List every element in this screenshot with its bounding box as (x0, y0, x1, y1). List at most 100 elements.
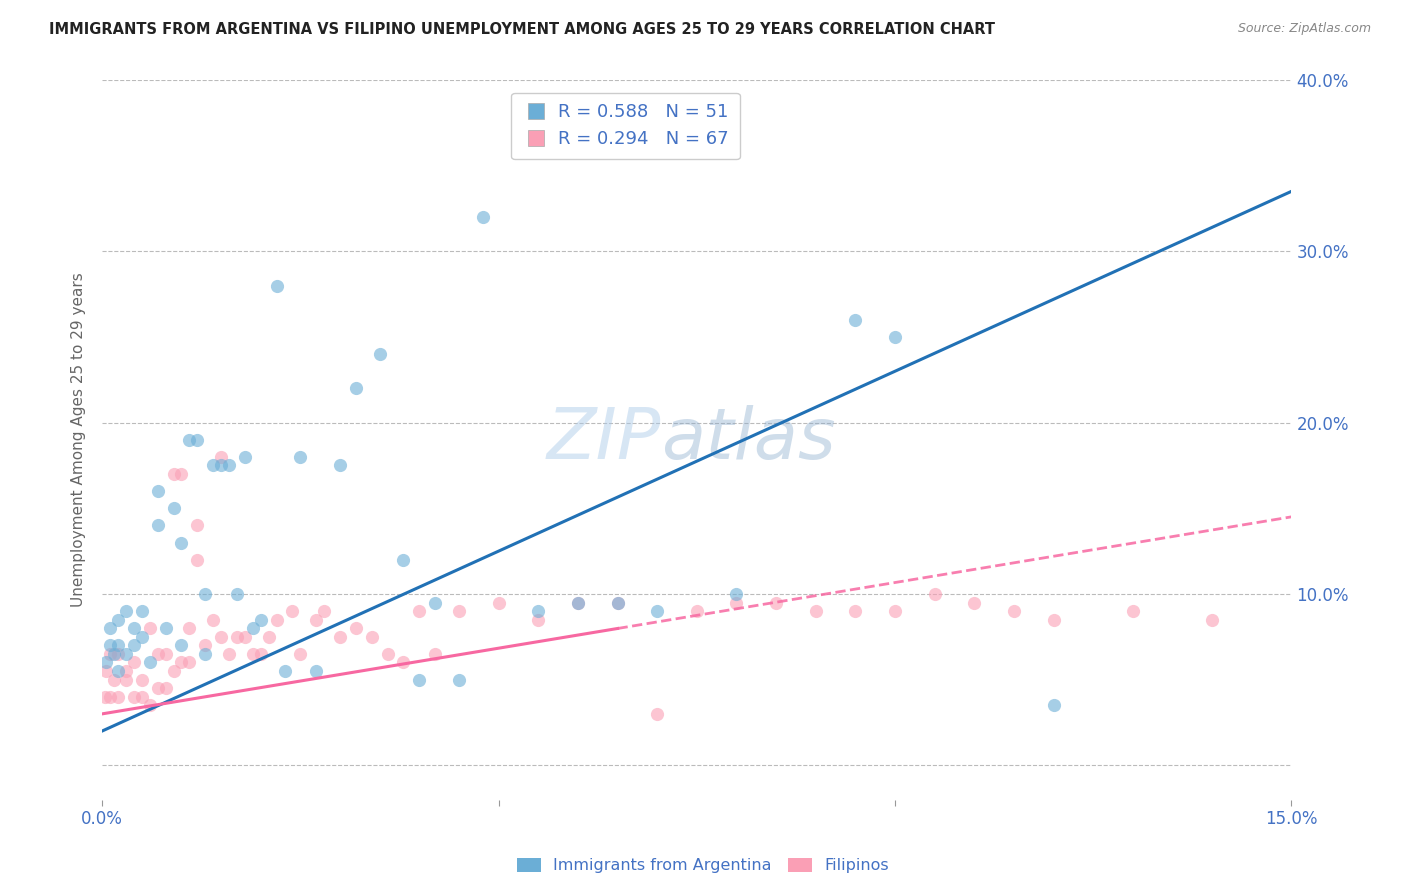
Point (290, 450, 312, 464)
Point (98, 690, 121, 704)
Point (202, 613, 225, 627)
Point (186, 433, 208, 447)
Point (281, 604, 304, 618)
Point (765, 595, 787, 609)
Point (146, 484, 169, 499)
Point (645, 604, 668, 618)
Point (392, 656, 415, 670)
Point (305, 613, 328, 627)
Text: IMMIGRANTS FROM ARGENTINA VS FILIPINO UNEMPLOYMENT AMONG AGES 25 TO 29 YEARS COR: IMMIGRANTS FROM ARGENTINA VS FILIPINO UN… (49, 22, 995, 37)
Point (131, 690, 153, 704)
Point (93, 690, 115, 704)
Point (1042, 613, 1064, 627)
Point (186, 518, 208, 533)
Legend: Immigrants from Argentina, Filipinos: Immigrants from Argentina, Filipinos (510, 851, 896, 880)
Point (527, 613, 550, 627)
Point (1201, 613, 1223, 627)
Point (115, 604, 138, 618)
Point (233, 630, 256, 644)
Point (139, 621, 162, 635)
Point (804, 604, 827, 618)
Text: ZIP: ZIP (547, 405, 661, 475)
Point (131, 673, 153, 687)
Point (567, 595, 589, 609)
Point (194, 587, 217, 601)
Point (96, 664, 118, 678)
Point (131, 604, 153, 618)
Point (344, 621, 367, 635)
Point (139, 656, 162, 670)
Point (924, 587, 946, 601)
Text: Source: ZipAtlas.com: Source: ZipAtlas.com (1237, 22, 1371, 36)
Point (527, 604, 550, 618)
Point (329, 630, 352, 644)
Point (266, 613, 288, 627)
Point (155, 621, 177, 635)
Point (329, 458, 352, 473)
Point (392, 552, 415, 566)
Point (218, 458, 240, 473)
Point (209, 450, 232, 464)
Point (122, 690, 145, 704)
Point (115, 647, 138, 661)
Point (155, 647, 177, 661)
Point (162, 664, 184, 678)
Point (305, 664, 328, 678)
Point (425, 647, 447, 661)
Point (122, 656, 145, 670)
Point (226, 587, 249, 601)
Point (408, 673, 430, 687)
Point (98, 638, 121, 652)
Point (131, 630, 153, 644)
Point (209, 630, 232, 644)
Point (226, 630, 249, 644)
Point (1002, 604, 1025, 618)
Point (273, 664, 295, 678)
Point (107, 613, 129, 627)
Point (170, 656, 193, 670)
Point (115, 664, 138, 678)
Point (884, 604, 907, 618)
Point (360, 630, 382, 644)
Point (107, 690, 129, 704)
Point (139, 698, 162, 713)
Point (146, 681, 169, 695)
Point (122, 621, 145, 635)
Point (179, 433, 201, 447)
Point (725, 595, 748, 609)
Point (606, 595, 628, 609)
Point (488, 595, 510, 609)
Point (162, 467, 184, 481)
Point (162, 501, 184, 516)
Point (368, 347, 391, 361)
Point (103, 673, 125, 687)
Point (146, 518, 169, 533)
Point (122, 638, 145, 652)
Point (266, 278, 288, 293)
Point (844, 313, 866, 327)
Point (567, 595, 589, 609)
Point (408, 604, 430, 618)
Point (290, 647, 312, 661)
Point (963, 595, 986, 609)
Point (170, 467, 193, 481)
Point (179, 621, 201, 635)
Point (606, 595, 628, 609)
Point (257, 630, 280, 644)
Point (107, 647, 129, 661)
Point (96, 656, 118, 670)
Y-axis label: Unemployment Among Ages 25 to 29 years: Unemployment Among Ages 25 to 29 years (72, 272, 86, 607)
Point (249, 647, 271, 661)
Text: atlas: atlas (661, 405, 835, 475)
Point (242, 647, 264, 661)
Point (115, 673, 138, 687)
Point (447, 604, 470, 618)
Point (1122, 604, 1144, 618)
Point (170, 535, 193, 549)
Point (844, 604, 866, 618)
Point (170, 638, 193, 652)
Point (686, 604, 709, 618)
Point (249, 613, 271, 627)
Point (645, 706, 668, 721)
Point (447, 673, 470, 687)
